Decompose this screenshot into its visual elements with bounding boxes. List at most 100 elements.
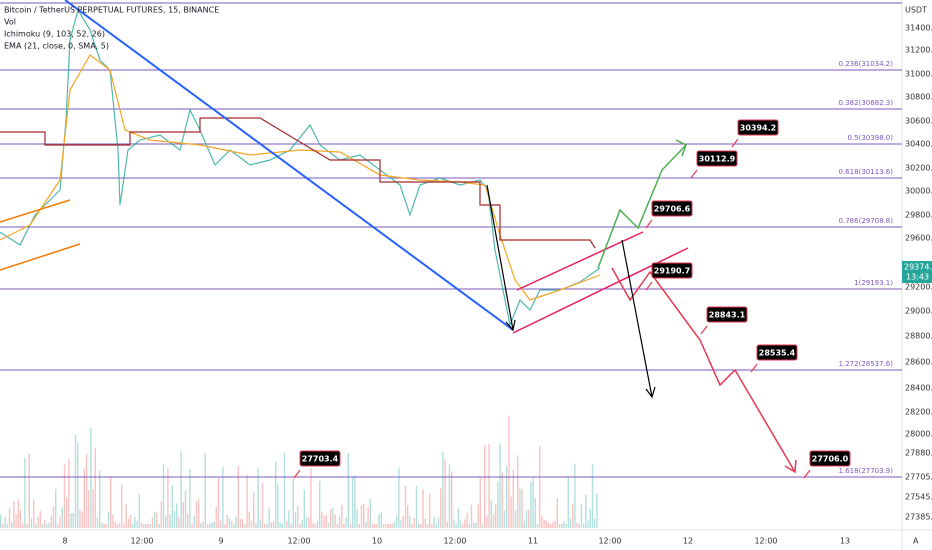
volume-bar: [481, 523, 484, 528]
volume-bar: [215, 506, 217, 528]
volume-bar: [237, 465, 239, 528]
volume-bar: [0, 514, 2, 528]
price-label: 28400.0: [905, 384, 932, 393]
volume-bar: [283, 452, 286, 528]
volume-bar: [396, 516, 398, 528]
volume-bar: [547, 522, 550, 528]
volume-bar: [391, 523, 393, 528]
volume-bar: [374, 523, 376, 528]
volume-bar: [459, 520, 462, 528]
volume-bar: [176, 503, 178, 528]
volume-bar: [411, 523, 413, 528]
volume-bar: [290, 523, 292, 528]
volume-bar: [4, 517, 6, 528]
volume-bar: [420, 523, 422, 528]
volume-bar: [308, 517, 310, 528]
indicator-label: Ichimoku (9, 103, 52, 26): [4, 30, 105, 39]
volume-bar: [495, 504, 497, 528]
volume-bar: [464, 519, 466, 528]
volume-bar: [85, 453, 88, 528]
volume-bar: [574, 463, 576, 528]
current-price-tag: [902, 261, 932, 283]
price-label: 28000.0: [905, 430, 932, 439]
time-label: 12:00: [598, 537, 621, 546]
volume-bar: [224, 523, 226, 528]
price-label: 28600.0: [905, 358, 932, 367]
callout-pointer: [803, 469, 811, 479]
price-label: 30200.0: [905, 164, 932, 173]
price-label: 27545.0: [905, 493, 932, 502]
volume-bar: [261, 482, 264, 528]
volume-bar: [154, 511, 156, 528]
volume-bar: [294, 512, 297, 528]
volume-bar: [545, 520, 547, 528]
volume-bar: [446, 521, 448, 528]
volume-bar: [466, 512, 468, 528]
volume-bar: [83, 468, 85, 528]
volume-bar: [312, 522, 314, 528]
volume-bar: [569, 518, 572, 528]
volume-bar: [382, 523, 385, 528]
volume-bar: [398, 467, 400, 528]
volume-bar: [44, 520, 46, 528]
volume-bar: [534, 498, 536, 528]
volume-bar: [451, 471, 453, 528]
volume-bar: [486, 516, 488, 528]
volume-bar: [338, 516, 341, 528]
volume-bar: [316, 520, 319, 528]
volume-bar: [418, 523, 420, 528]
volume-bar: [453, 519, 455, 528]
volume-bar: [314, 523, 316, 528]
volume-bar: [585, 494, 587, 528]
volume-bar: [272, 521, 275, 528]
volume-bar: [583, 523, 585, 528]
volume-bar: [490, 500, 492, 528]
volume-bar: [266, 523, 268, 528]
volume-bar: [488, 443, 490, 528]
price-label: 30800.0: [905, 93, 932, 102]
volume-bar: [479, 476, 481, 528]
fib-label: 0.786(29708.8): [839, 217, 894, 225]
trend-line: [0, 199, 71, 223]
indicator-label: EMA (21, close, 0, SMA, 5): [4, 42, 109, 51]
volume-bar: [424, 518, 426, 528]
time-label: 9: [218, 537, 223, 546]
volume-bar: [517, 455, 519, 528]
price-label: 31400.0: [905, 24, 932, 33]
ichimoku-line: [0, 117, 596, 249]
price-label: 29800.0: [905, 211, 932, 220]
volume-bar: [341, 504, 343, 528]
volume-bar: [231, 521, 233, 528]
volume-bar: [59, 516, 61, 528]
callout-box: [756, 344, 798, 361]
time-label: 13: [840, 537, 850, 546]
volume-bar: [580, 503, 583, 528]
volume-bar: [228, 518, 231, 528]
time-label: 12:00: [287, 537, 310, 546]
volume-bar: [499, 443, 501, 528]
projection-down: [611, 267, 796, 473]
arrow-head: [675, 139, 687, 157]
volume-bar: [11, 522, 13, 528]
current-price: 29374.4: [904, 263, 932, 272]
volume-bar: [567, 476, 569, 528]
callout-box: [651, 262, 693, 279]
price-label: 29000.0: [905, 307, 932, 316]
volume-bar: [497, 481, 499, 528]
volume-bar: [470, 504, 473, 528]
arrow-head: [784, 459, 797, 474]
volume-bar: [429, 493, 431, 528]
volume-bar: [530, 481, 532, 528]
volume-bar: [41, 523, 44, 528]
volume-bar: [323, 516, 325, 528]
volume-bar: [50, 515, 52, 528]
volume-bar: [275, 461, 277, 528]
volume-bar: [334, 514, 336, 528]
callout-box: [737, 119, 779, 136]
volume-bar: [121, 484, 123, 528]
volume-bar: [167, 468, 169, 528]
volume-bar: [572, 503, 574, 528]
callout-pointer: [645, 219, 653, 229]
volume-bar: [589, 508, 591, 528]
callout-pointer: [731, 138, 739, 148]
